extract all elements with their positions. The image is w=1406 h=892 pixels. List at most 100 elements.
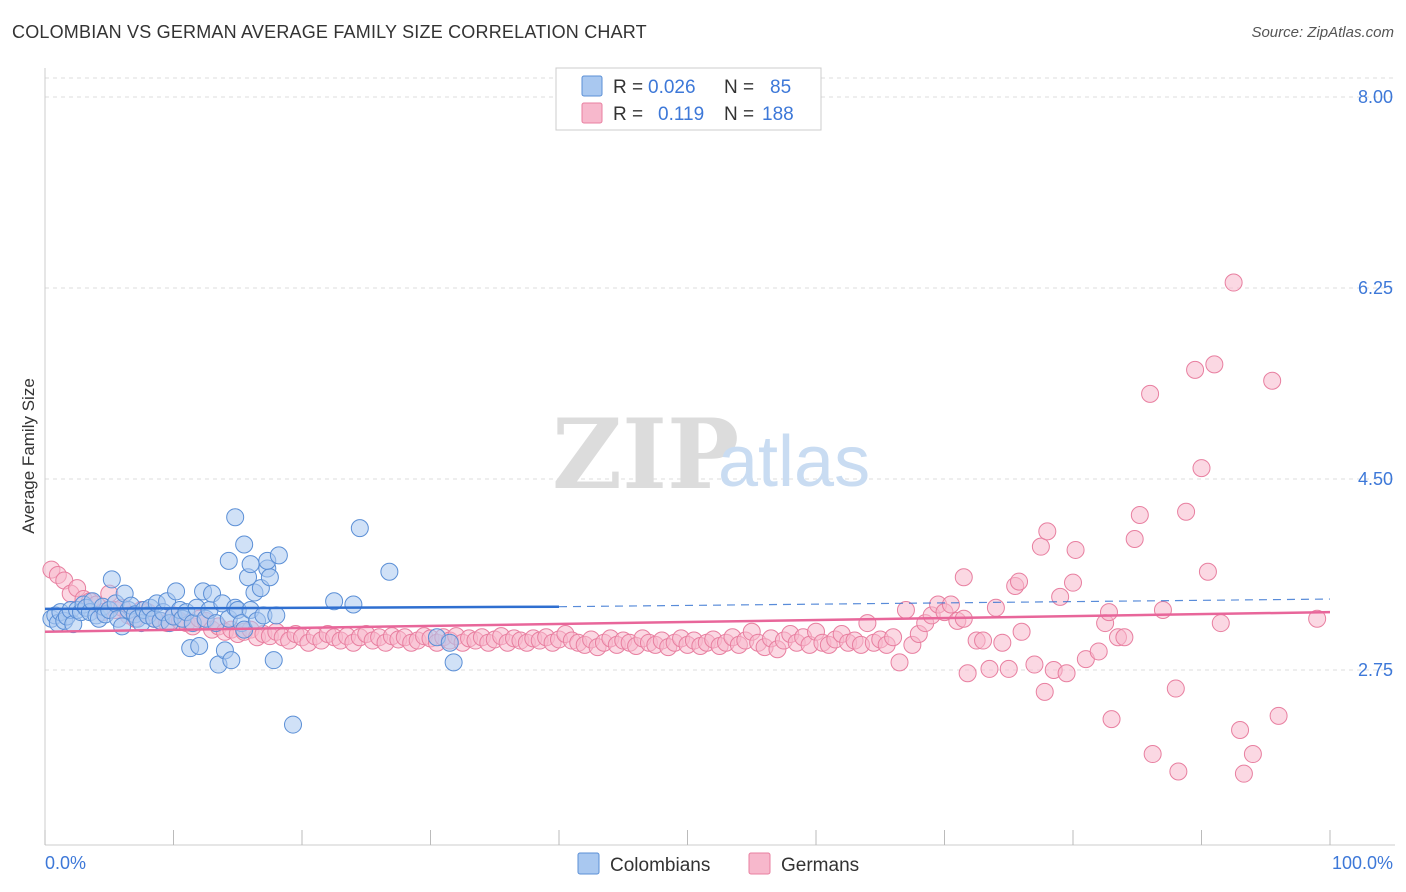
germans-point-172: [1141, 384, 1160, 403]
legend-r-label-colombians: R =: [613, 77, 643, 98]
colombians-point-69: [267, 606, 286, 625]
watermark-atlas: atlas: [718, 422, 870, 502]
germans-point-169: [1115, 628, 1134, 647]
germans-trend-line: [44, 610, 1331, 634]
germans-point-149: [993, 633, 1012, 652]
watermark-zip: ZIP: [552, 398, 739, 511]
germans-point-159: [1051, 587, 1070, 606]
germans-point-176: [1169, 762, 1188, 781]
legend-n-label-germans: N =: [724, 104, 754, 125]
germans-point-127: [858, 614, 877, 633]
germans-point-147: [980, 659, 999, 678]
bottom-legend: Colombians Germans: [577, 852, 859, 876]
germans-point-173: [1143, 745, 1162, 764]
colombians-point-78: [325, 592, 344, 611]
colombians-point-68: [260, 568, 279, 587]
germans-point-178: [1186, 360, 1205, 379]
germans-point-143: [954, 568, 973, 587]
bottom-legend-label-colombians: Colombians: [610, 855, 710, 876]
chart-source: Source: ZipAtlas.com: [1251, 24, 1394, 41]
germans-point-164: [1089, 642, 1108, 661]
legend-swatch-germans: [581, 102, 603, 124]
legend-n-label-colombians: N =: [724, 77, 754, 98]
colombians-point-70: [226, 508, 245, 527]
germans-point-144: [958, 664, 977, 683]
germans-point-167: [1102, 710, 1121, 729]
chart-title: COLOMBIAN VS GERMAN AVERAGE FAMILY SIZE …: [12, 22, 647, 42]
colombians-point-46: [190, 636, 209, 655]
germans-point-153: [1012, 622, 1031, 641]
germans-point-180: [1198, 562, 1217, 581]
germans-point-152: [1010, 572, 1029, 591]
colombians-trend-extension: [558, 598, 1331, 608]
bottom-legend-swatch-colombians: [577, 852, 600, 875]
y-tick-label-3: 8.00: [1358, 87, 1393, 107]
legend-r-label-germans: R =: [613, 104, 643, 125]
colombians-point-72: [235, 535, 254, 554]
germans-point-155: [1031, 537, 1050, 556]
germans-points: [42, 273, 1327, 783]
colombians-point-76: [269, 546, 288, 565]
germans-point-133: [896, 600, 915, 619]
germans-point-177: [1177, 502, 1196, 521]
bottom-legend-swatch-germans: [748, 852, 771, 875]
bottom-legend-label-germans: Germans: [781, 855, 859, 876]
y-tick-label-0: 2.75: [1358, 660, 1393, 680]
colombians-point-19: [102, 570, 121, 589]
germans-point-184: [1234, 764, 1253, 783]
legend-n-value-colombians: 85: [770, 77, 791, 98]
germans-point-131: [884, 628, 903, 647]
germans-point-182: [1211, 614, 1230, 633]
germans-point-170: [1125, 530, 1144, 549]
germans-point-132: [890, 653, 909, 672]
colombians-point-77: [284, 715, 303, 734]
x-tick-label-min: 0.0%: [45, 853, 86, 873]
colombians-points: [42, 508, 463, 734]
germans-point-140: [941, 595, 960, 614]
x-tick-label-max: 100.0%: [1332, 853, 1393, 873]
germans-point-150: [999, 659, 1018, 678]
germans-point-157: [1038, 522, 1057, 541]
germans-point-185: [1243, 745, 1262, 764]
germans-point-175: [1166, 679, 1185, 698]
germans-point-189: [1308, 609, 1327, 628]
y-axis-title: Average Family Size: [19, 378, 38, 534]
germans-point-181: [1205, 355, 1224, 374]
colombians-point-56: [222, 651, 241, 670]
germans-point-162: [1066, 540, 1085, 559]
legend-box: R = 0.026 N = 85 R = 0.119 N = 188: [555, 67, 822, 131]
germans-point-183: [1231, 721, 1250, 740]
y-tick-label-2: 6.25: [1358, 278, 1393, 298]
germans-point-171: [1130, 506, 1149, 525]
colombians-point-73: [241, 555, 260, 574]
colombians-point-80: [350, 519, 369, 538]
germans-point-154: [1025, 655, 1044, 674]
germans-point-156: [1035, 682, 1054, 701]
germans-point-186: [1263, 371, 1282, 390]
legend-swatch-colombians: [581, 75, 603, 97]
germans-point-179: [1192, 459, 1211, 478]
colombians-point-22: [113, 617, 132, 636]
germans-point-188: [1224, 273, 1243, 292]
legend-r-value-colombians: 0.026: [648, 77, 696, 98]
colombians-point-83: [440, 633, 459, 652]
colombians-point-75: [264, 651, 283, 670]
y-tick-label-1: 4.50: [1358, 469, 1393, 489]
germans-point-146: [974, 631, 993, 650]
legend-n-value-germans: 188: [762, 104, 794, 125]
colombians-trend-line: [44, 605, 560, 611]
germans-point-166: [1099, 603, 1118, 622]
colombians-point-71: [219, 551, 238, 570]
trend-lines: [44, 598, 1331, 634]
x-ticks: [44, 830, 1331, 845]
colombians-point-79: [344, 595, 363, 614]
germans-point-161: [1064, 573, 1082, 592]
colombians-point-84: [444, 653, 463, 672]
colombians-point-39: [167, 582, 186, 601]
axes: [44, 68, 1395, 846]
legend-r-value-germans: 0.119: [658, 104, 704, 125]
y-tick-labels: 2.75 4.50 6.25 8.00: [1358, 87, 1393, 680]
germans-point-160: [1057, 664, 1076, 683]
colombians-point-81: [380, 562, 399, 581]
